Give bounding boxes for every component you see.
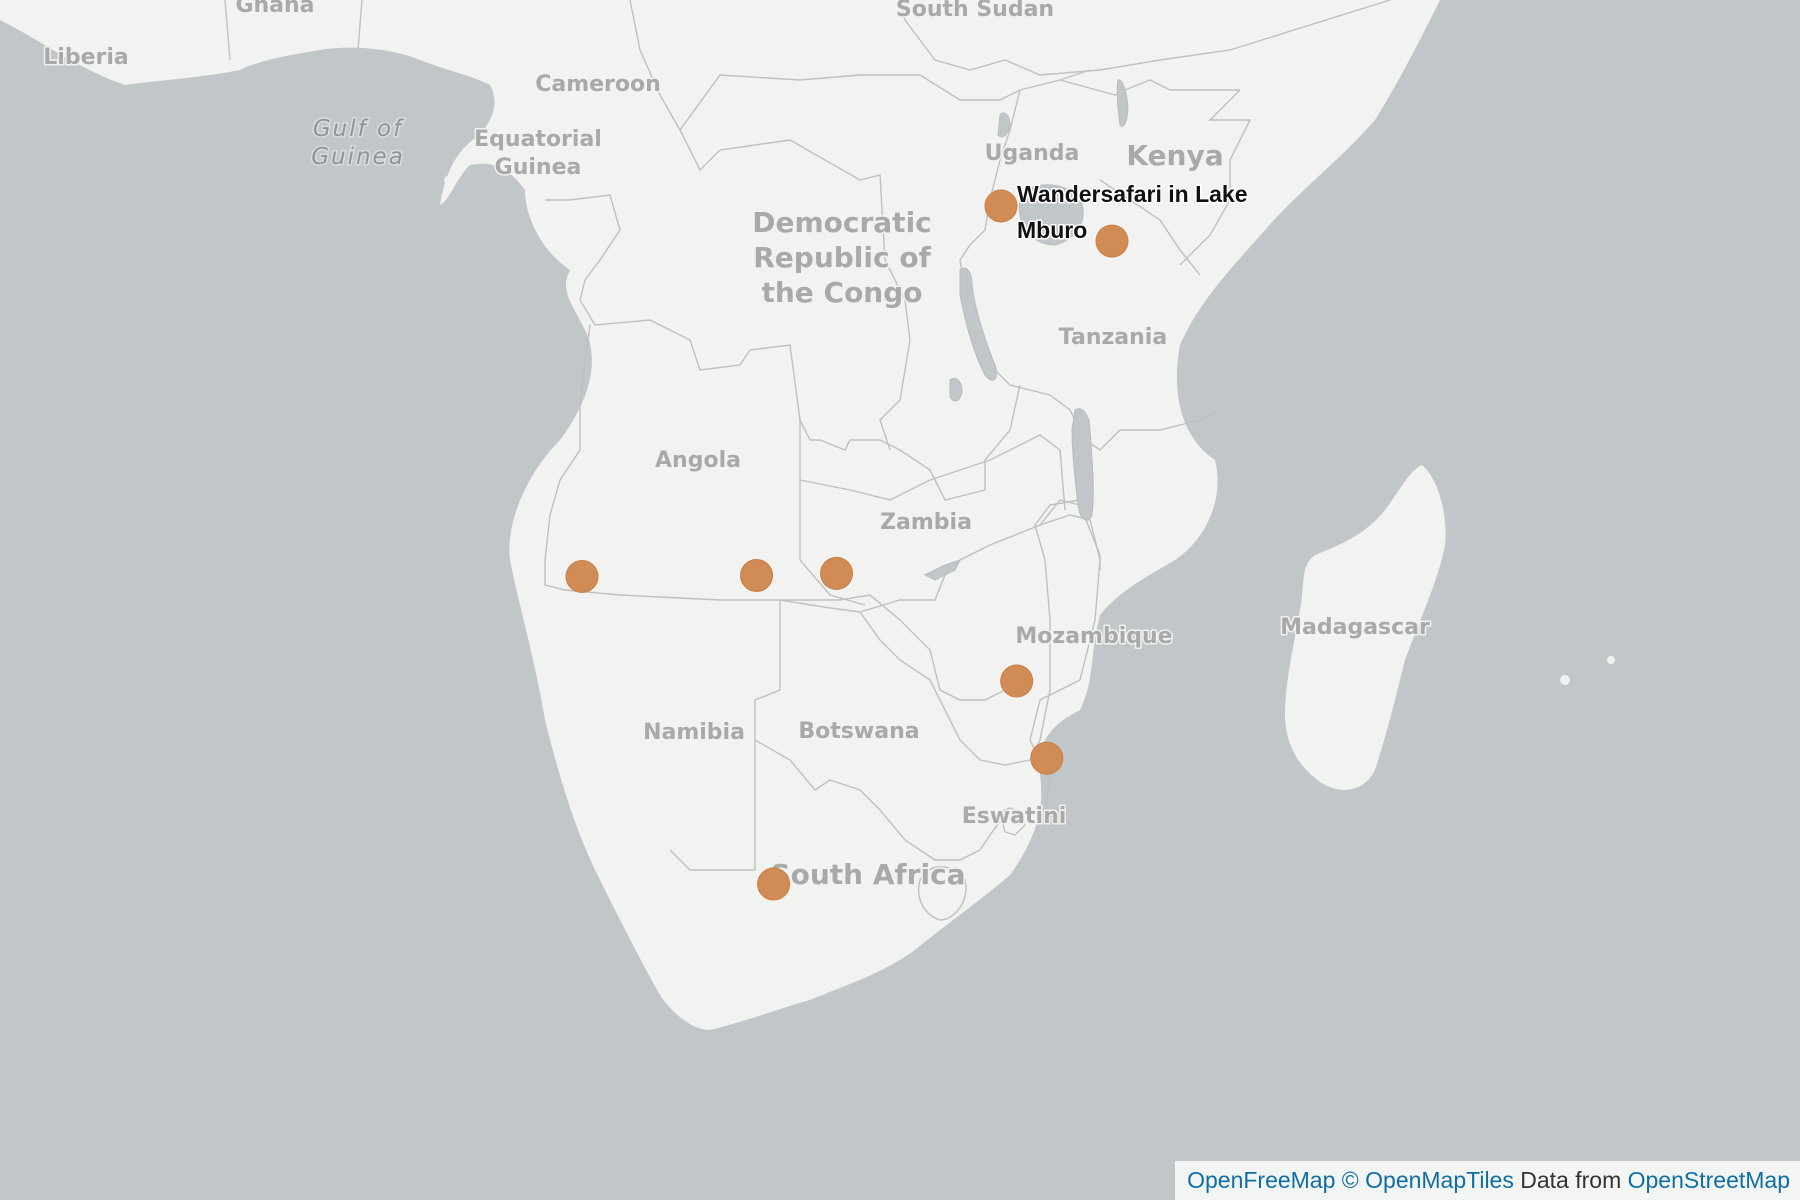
markers-layer[interactable]: Wandersafari in Lake Mburo [565, 180, 1249, 901]
country-label-zambia: Zambia [880, 510, 972, 535]
openmaptiles-link[interactable]: © OpenMapTiles [1341, 1167, 1514, 1193]
water-label-line: Guinea [311, 144, 405, 170]
marker-label-lake-mburo: Wandersafari in Lake Mburo [1017, 181, 1248, 243]
attribution-bar: OpenFreeMap © OpenMapTiles Data from Ope… [1175, 1161, 1800, 1200]
map-marker-kruger[interactable] [1000, 664, 1034, 698]
country-label-line: Madagascar [1280, 615, 1430, 640]
africa-landmass [0, 0, 1440, 1030]
country-label-line: Botswana [798, 719, 919, 744]
data-from-text: Data from [1520, 1167, 1622, 1193]
map-marker-garden-route[interactable] [757, 867, 791, 901]
mauritius-island [1607, 656, 1615, 664]
water-labels: Gulf of Guinea [310, 115, 405, 172]
country-label-line: Zambia [880, 510, 972, 535]
country-label-line: the Congo [761, 276, 922, 309]
country-label-line: South Africa [770, 858, 965, 891]
country-label-line: Mozambique [1015, 624, 1172, 649]
map-marker-isimangaliso[interactable] [1030, 741, 1064, 775]
country-label-uganda: Uganda [985, 141, 1080, 166]
marker-label-line: Wandersafari in Lake [1017, 181, 1248, 207]
openfreemap-link[interactable]: OpenFreeMap [1187, 1167, 1336, 1193]
lake-mweru [949, 378, 963, 402]
country-label-south-africa: South Africa [770, 858, 965, 891]
marker-label-line: Mburo [1017, 217, 1087, 243]
map-marker-lake-mburo[interactable] [984, 189, 1018, 223]
country-label-line: Equatorial [474, 127, 602, 152]
country-label-namibia: Namibia [643, 720, 745, 745]
country-label-line: Eswatini [962, 804, 1067, 829]
country-label-angola: Angola [655, 448, 741, 473]
country-label-line: Tanzania [1059, 325, 1167, 350]
water-label-line: Gulf of [313, 116, 404, 142]
country-label-equatorial-guinea: Equatorial Guinea [474, 127, 602, 180]
country-label-liberia: Liberia [43, 45, 128, 70]
country-label-ghana: Ghana [235, 0, 314, 18]
country-label-kenya: Kenya [1126, 139, 1223, 172]
country-label-drc: Democratic Republic of the Congo [752, 206, 932, 309]
openstreetmap-link[interactable]: OpenStreetMap [1627, 1167, 1790, 1193]
country-label-tanzania: Tanzania [1059, 325, 1167, 350]
country-label-line: Democratic [752, 206, 932, 239]
country-label-eswatini: Eswatini [962, 804, 1067, 829]
country-labels: Ghana Liberia South Sudan Cameroon Equatoria… [42, 0, 1432, 893]
country-label-madagascar: Madagascar [1280, 615, 1430, 640]
country-label-line: Uganda [985, 141, 1080, 166]
lake-albert [997, 112, 1011, 138]
lakes [923, 79, 1129, 581]
madagascar-island [1285, 465, 1446, 790]
lake-malawi [1071, 408, 1094, 521]
map-marker-okavango[interactable] [740, 559, 773, 592]
country-label-line: Republic of [753, 241, 931, 274]
map-marker-serengeti[interactable] [1095, 224, 1129, 258]
lake-victoria [1018, 184, 1084, 246]
water-label-gulf-of-guinea: Gulf of Guinea [311, 116, 405, 170]
lake-kariba [923, 559, 961, 581]
country-label-line: Liberia [43, 45, 128, 70]
country-label-line: Guinea [495, 155, 582, 180]
country-label-mozambique: Mozambique [1015, 624, 1172, 649]
country-label-cameroon: Cameroon [535, 72, 661, 97]
lake-tanganyika [959, 267, 998, 381]
country-label-line: Ghana [235, 0, 314, 18]
country-label-line: Namibia [643, 720, 745, 745]
map-marker-etosha[interactable] [565, 560, 599, 593]
country-label-line: Kenya [1126, 139, 1223, 172]
country-label-south-sudan: South Sudan [896, 0, 1054, 22]
lake-turkana [1116, 79, 1129, 127]
country-label-line: Cameroon [535, 72, 661, 97]
bioko-island [444, 176, 452, 184]
country-label-line: Angola [655, 448, 741, 473]
map-marker-chobe[interactable] [820, 556, 853, 590]
reunion-island [1560, 675, 1570, 685]
country-label-botswana: Botswana [798, 719, 919, 744]
country-label-line: South Sudan [896, 0, 1054, 22]
